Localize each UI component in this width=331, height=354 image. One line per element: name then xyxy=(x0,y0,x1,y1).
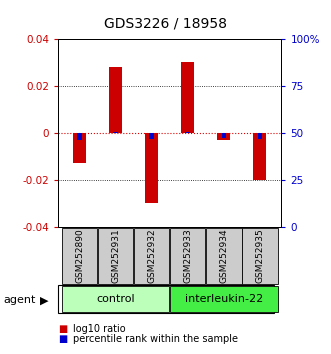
Text: GSM252890: GSM252890 xyxy=(75,228,84,283)
Text: GSM252931: GSM252931 xyxy=(111,228,120,283)
FancyBboxPatch shape xyxy=(170,286,278,312)
Text: GDS3226 / 18958: GDS3226 / 18958 xyxy=(104,16,227,30)
Text: interleukin-22: interleukin-22 xyxy=(185,294,263,304)
Bar xyxy=(221,133,226,138)
Bar xyxy=(185,132,190,133)
FancyBboxPatch shape xyxy=(242,228,278,284)
Text: agent: agent xyxy=(3,295,36,305)
FancyBboxPatch shape xyxy=(170,228,206,284)
FancyBboxPatch shape xyxy=(134,228,169,284)
Bar xyxy=(217,133,230,140)
FancyBboxPatch shape xyxy=(206,228,242,284)
FancyBboxPatch shape xyxy=(62,286,169,312)
Text: ■: ■ xyxy=(58,324,67,333)
Bar xyxy=(114,132,118,133)
FancyBboxPatch shape xyxy=(62,228,97,284)
Text: control: control xyxy=(96,294,135,304)
Text: ▶: ▶ xyxy=(40,295,49,305)
Bar xyxy=(77,133,82,140)
Text: percentile rank within the sample: percentile rank within the sample xyxy=(73,334,238,344)
Bar xyxy=(181,62,194,133)
FancyBboxPatch shape xyxy=(58,285,274,313)
Text: GSM252932: GSM252932 xyxy=(147,228,156,283)
Bar xyxy=(73,133,86,163)
Text: ■: ■ xyxy=(58,334,67,344)
Text: log10 ratio: log10 ratio xyxy=(73,324,125,333)
Bar xyxy=(254,133,266,180)
Bar xyxy=(145,133,158,203)
Bar xyxy=(109,67,122,133)
Bar xyxy=(150,133,154,139)
Text: GSM252933: GSM252933 xyxy=(183,228,192,283)
Bar xyxy=(258,133,262,139)
Text: GSM252934: GSM252934 xyxy=(219,228,228,283)
Text: GSM252935: GSM252935 xyxy=(255,228,264,283)
FancyBboxPatch shape xyxy=(98,228,133,284)
